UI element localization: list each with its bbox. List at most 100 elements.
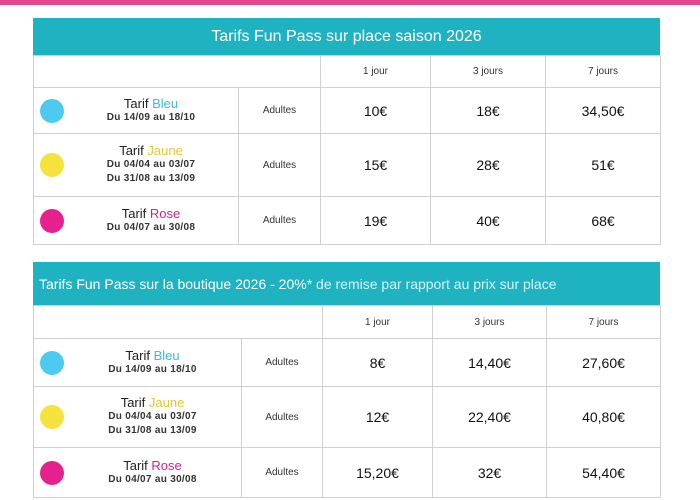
audience-cell: Adultes: [241, 338, 323, 387]
tarif-label: Tarif Jaune Du 04/04 au 03/07 Du 31/08 au …: [64, 144, 238, 186]
price-cell: 12€: [322, 386, 433, 448]
table-title: Tarifs Fun Pass sur la boutique 2026 - 2…: [33, 262, 660, 305]
column-label: 7 jours: [588, 316, 619, 328]
table-title: Tarifs Fun Pass sur place saison 2026: [33, 18, 660, 55]
price: 14,40€: [468, 354, 511, 371]
column-header: 1 jour: [322, 305, 433, 339]
title-main: Tarifs Fun Pass sur la boutique 2026 - 2…: [39, 275, 313, 292]
column-label: 1 jour: [364, 316, 390, 328]
tarif-word: Tarif: [125, 347, 150, 363]
tarif-dates: Du 04/04 au 03/07: [106, 159, 196, 170]
price-cell: 8€: [322, 338, 433, 387]
price-cell: 22,40€: [432, 386, 547, 448]
price-cell: 19€: [320, 196, 431, 245]
price-cell: 34,50€: [545, 87, 661, 134]
column-label: 1 jour: [362, 66, 388, 77]
column-header: 7 jours: [546, 305, 661, 339]
color-dot: [40, 98, 64, 123]
price-cell: 54,40€: [546, 447, 661, 498]
tarif-cell: Tarif Bleu Du 14/09 au 18/10: [33, 338, 242, 387]
tarif-word: Tarif: [123, 457, 148, 473]
column-header: 7 jours: [545, 55, 661, 88]
tarif-cell: Tarif Rose Du 04/07 au 30/08: [33, 447, 242, 498]
price: 8€: [369, 354, 386, 371]
price-cell: 27,60€: [546, 338, 661, 387]
audience: Adultes: [265, 467, 299, 478]
column-label: 3 jours: [474, 316, 505, 328]
price-cell: 18€: [430, 87, 546, 134]
tarif-name: Tarif Jaune: [121, 396, 185, 410]
color-dot: [40, 153, 64, 177]
tarif-dates: Du 04/07 au 30/08: [106, 221, 196, 233]
price-cell: 10€: [320, 87, 431, 134]
audience-cell: Adultes: [238, 87, 321, 134]
tarif-color: Bleu: [152, 95, 179, 111]
header-blank: [33, 305, 323, 339]
tarif-dates: Du 14/09 au 18/10: [108, 363, 197, 375]
tarif-name: Tarif Bleu: [125, 347, 180, 363]
tarif-color: Rose: [151, 457, 182, 473]
audience-cell: Adultes: [241, 447, 323, 498]
audience: Adultes: [262, 159, 297, 171]
price-cell: 51€: [545, 133, 661, 197]
price: 15,20€: [356, 464, 399, 481]
audience: Adultes: [265, 411, 299, 423]
audience: Adultes: [265, 357, 299, 368]
header-blank: [33, 55, 321, 88]
tarif-color: Jaune: [148, 395, 185, 410]
tarif-label: Tarif Rose Du 04/07 au 30/08: [64, 205, 238, 235]
tarif-name: Tarif Rose: [123, 457, 182, 473]
tarif-word: Tarif: [120, 395, 146, 410]
tarif-name: Tarif Jaune: [119, 144, 183, 158]
color-dot: [40, 208, 64, 233]
tarif-label: Tarif Rose Du 04/07 au 30/08: [64, 457, 241, 487]
audience-cell: Adultes: [238, 196, 321, 245]
tarif-label: Tarif Bleu Du 14/09 au 18/10: [64, 347, 241, 377]
column-header: 3 jours: [432, 305, 547, 339]
tarif-cell: Tarif Jaune Du 04/04 au 03/07 Du 31/08 au …: [33, 133, 239, 197]
title-main: Tarifs Fun Pass sur place saison 2026: [211, 27, 482, 45]
price-cell: 15,20€: [322, 447, 433, 498]
tarif-word: Tarif: [119, 143, 144, 158]
audience: Adultes: [262, 215, 297, 226]
tarif-cell: Tarif Rose Du 04/07 au 30/08: [33, 196, 239, 245]
price-cell: 40€: [430, 196, 546, 245]
top-bar: [0, 0, 700, 5]
price: 28€: [476, 157, 500, 173]
price: 68€: [591, 212, 615, 229]
price: 34,50€: [581, 102, 625, 119]
price: 32€: [477, 464, 502, 481]
column-label: 7 jours: [587, 66, 618, 77]
tarif-dates: Du 31/08 au 13/09: [108, 425, 197, 436]
tarif-color: Jaune: [147, 143, 183, 158]
tarif-word: Tarif: [123, 95, 149, 111]
tarif-dates: Du 04/04 au 03/07: [108, 411, 197, 422]
column-header: 1 jour: [320, 55, 431, 88]
title-suffix: de remise par rapport au prix sur place: [312, 275, 557, 292]
price: 18€: [476, 102, 500, 119]
price-cell: 32€: [432, 447, 547, 498]
tarif-dates: Du 04/07 au 30/08: [108, 473, 197, 485]
price: 54,40€: [582, 464, 625, 481]
tarif-color: Bleu: [153, 347, 180, 363]
price-cell: 40,80€: [546, 386, 661, 448]
tarif-name: Tarif Rose: [121, 205, 181, 221]
price-cell: 68€: [545, 196, 661, 245]
tarif-dates: Du 14/09 au 18/10: [106, 111, 196, 123]
price: 12€: [365, 409, 390, 425]
tarif-color: Rose: [149, 205, 181, 221]
tarif-cell: Tarif Jaune Du 04/04 au 03/07 Du 31/08 au …: [33, 386, 242, 448]
tarif-cell: Tarif Bleu Du 14/09 au 18/10: [33, 87, 239, 134]
price: 51€: [591, 157, 615, 173]
price: 27,60€: [582, 354, 625, 371]
audience-cell: Adultes: [241, 386, 323, 448]
color-dot: [40, 350, 64, 375]
price: 40€: [476, 212, 500, 229]
price-cell: 28€: [430, 133, 546, 197]
price: 10€: [363, 102, 388, 119]
color-dot: [40, 405, 64, 429]
price: 15€: [363, 157, 388, 173]
tarif-word: Tarif: [121, 205, 147, 221]
audience-cell: Adultes: [238, 133, 321, 197]
